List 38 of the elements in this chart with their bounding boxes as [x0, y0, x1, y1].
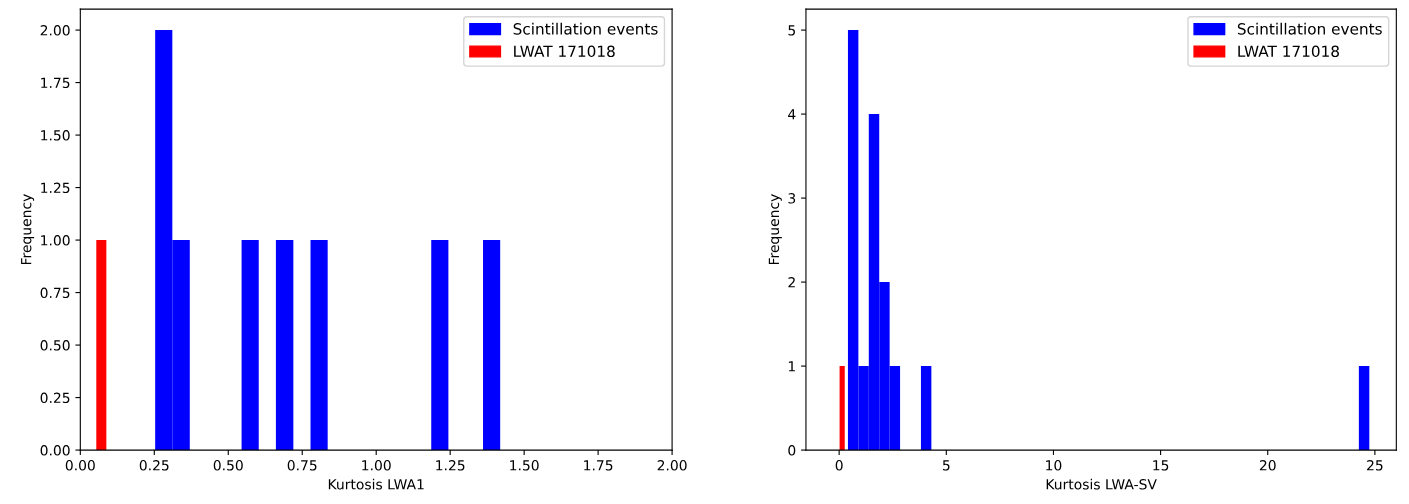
legend-label: Scintillation events: [1237, 22, 1382, 35]
x-tick-label: 5: [942, 460, 950, 471]
x-axis-title: Kurtosis LWA1: [328, 478, 424, 490]
y-tick-label: 4: [788, 109, 796, 120]
y-tick-label: 2.00: [40, 25, 70, 36]
y-tick-label: 1.50: [41, 130, 70, 141]
legend-label: LWAT 171018: [1238, 45, 1339, 58]
x-tick-label: 1.50: [510, 460, 539, 471]
y-tick-label: 3: [788, 193, 796, 204]
x-tick-label: 1.25: [436, 460, 465, 471]
x-tick-label: 0.50: [213, 460, 243, 471]
legend-label: LWAT 171018: [514, 45, 615, 58]
y-tick-label: 0.00: [40, 445, 70, 456]
legend-label: Scintillation events: [513, 22, 658, 35]
y-tick-label: 1.25: [41, 182, 70, 194]
x-tick-label: 0.00: [65, 460, 95, 471]
x-tick-label: 20: [1259, 460, 1276, 471]
x-tick-label: 10: [1046, 460, 1062, 471]
x-tick-label: 1.75: [584, 460, 613, 471]
y-tick-label: 1.00: [41, 235, 70, 246]
y-tick-label: 1.75: [41, 77, 70, 89]
x-tick-label: 0.25: [139, 460, 169, 471]
y-tick-label: 0.25: [40, 392, 70, 404]
y-axis-title: Frequency: [21, 194, 35, 265]
x-tick-label: 15: [1153, 460, 1169, 471]
y-tick-label: 2: [788, 277, 795, 288]
x-tick-label: 0: [835, 460, 843, 471]
x-tick-label: 25: [1367, 460, 1383, 471]
y-tick-label: 5: [788, 25, 796, 36]
x-tick-label: 2.00: [657, 460, 687, 471]
y-tick-label: 0.75: [40, 287, 70, 299]
x-tick-label: 1.00: [362, 460, 391, 471]
y-tick-label: 0.50: [40, 340, 70, 351]
y-tick-label: 1: [788, 361, 795, 372]
x-tick-label: 0.75: [287, 460, 317, 471]
y-axis-title: Frequency: [768, 194, 782, 265]
x-axis-title: Kurtosis LWA-SV: [1046, 478, 1157, 490]
y-tick-label: 0: [788, 445, 796, 456]
